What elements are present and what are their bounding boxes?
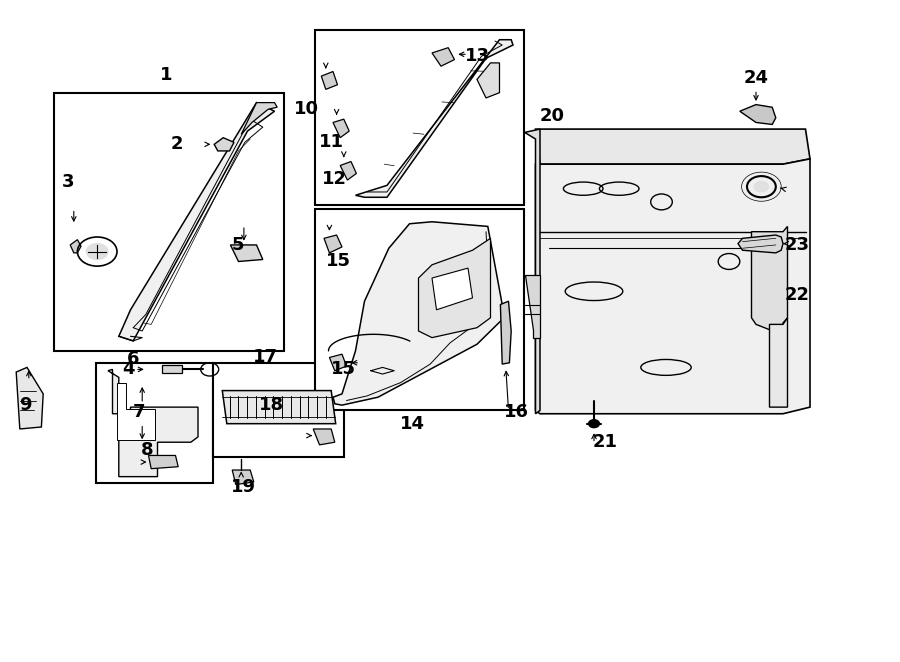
Polygon shape bbox=[525, 275, 540, 338]
Text: 17: 17 bbox=[253, 348, 278, 367]
Text: 2: 2 bbox=[170, 135, 183, 154]
Text: 21: 21 bbox=[592, 433, 617, 451]
Text: 15: 15 bbox=[331, 360, 356, 379]
Bar bbox=[315, 30, 524, 205]
Text: 18: 18 bbox=[259, 396, 284, 414]
Text: 6: 6 bbox=[127, 350, 140, 369]
Polygon shape bbox=[738, 235, 783, 253]
Bar bbox=[96, 363, 213, 483]
Polygon shape bbox=[536, 129, 810, 164]
Polygon shape bbox=[500, 301, 511, 364]
Polygon shape bbox=[752, 226, 788, 330]
Text: 1: 1 bbox=[160, 66, 173, 84]
Polygon shape bbox=[740, 105, 776, 124]
Polygon shape bbox=[525, 129, 540, 414]
Polygon shape bbox=[333, 119, 349, 138]
Text: 4: 4 bbox=[122, 360, 135, 379]
Text: 22: 22 bbox=[785, 285, 810, 304]
Circle shape bbox=[86, 244, 108, 260]
Text: 23: 23 bbox=[785, 236, 810, 254]
Text: 3: 3 bbox=[62, 173, 75, 191]
Text: 14: 14 bbox=[400, 414, 425, 433]
Bar bbox=[213, 363, 344, 457]
Text: 9: 9 bbox=[19, 396, 32, 414]
Text: 16: 16 bbox=[504, 402, 529, 421]
Polygon shape bbox=[222, 391, 336, 424]
Polygon shape bbox=[321, 71, 338, 89]
Polygon shape bbox=[536, 159, 810, 414]
Polygon shape bbox=[340, 162, 356, 180]
Circle shape bbox=[754, 181, 769, 192]
Polygon shape bbox=[418, 238, 490, 338]
Text: 15: 15 bbox=[326, 252, 351, 271]
Polygon shape bbox=[230, 245, 263, 261]
Text: 10: 10 bbox=[294, 100, 320, 118]
Polygon shape bbox=[356, 40, 513, 197]
Polygon shape bbox=[477, 63, 500, 98]
Bar bbox=[162, 365, 182, 373]
Text: 8: 8 bbox=[140, 441, 153, 459]
Polygon shape bbox=[214, 138, 234, 151]
Polygon shape bbox=[324, 235, 342, 253]
Bar bbox=[54, 93, 284, 351]
Polygon shape bbox=[108, 369, 198, 477]
Polygon shape bbox=[329, 354, 346, 371]
Polygon shape bbox=[333, 222, 504, 405]
Polygon shape bbox=[241, 103, 277, 134]
Text: 13: 13 bbox=[464, 47, 490, 66]
Text: 11: 11 bbox=[319, 133, 344, 152]
Polygon shape bbox=[148, 455, 178, 469]
Text: 19: 19 bbox=[230, 477, 256, 496]
Polygon shape bbox=[432, 48, 454, 66]
Text: 12: 12 bbox=[322, 169, 347, 188]
Polygon shape bbox=[432, 268, 473, 310]
Polygon shape bbox=[770, 318, 788, 407]
Polygon shape bbox=[117, 383, 155, 440]
Text: 7: 7 bbox=[133, 402, 146, 421]
Polygon shape bbox=[70, 240, 81, 253]
Text: 24: 24 bbox=[743, 69, 769, 87]
Circle shape bbox=[589, 420, 599, 428]
Text: 20: 20 bbox=[540, 107, 565, 125]
Bar bbox=[315, 209, 524, 410]
Polygon shape bbox=[232, 470, 254, 485]
Polygon shape bbox=[313, 429, 335, 445]
Text: 5: 5 bbox=[231, 236, 244, 254]
Polygon shape bbox=[119, 103, 274, 341]
Polygon shape bbox=[16, 367, 43, 429]
